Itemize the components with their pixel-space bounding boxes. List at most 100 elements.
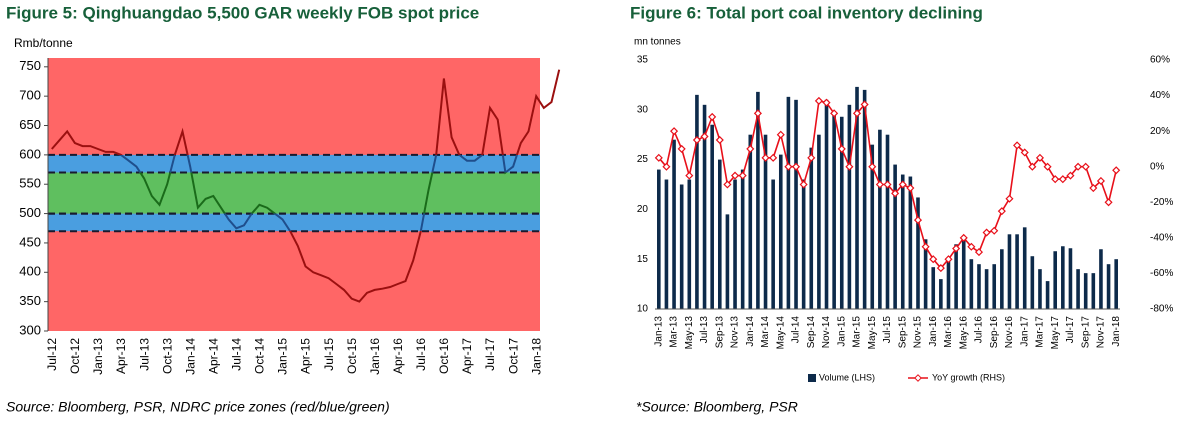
yoy-marker [898,180,907,189]
yoy-marker [982,228,991,237]
bar [832,114,836,309]
yoy-marker [990,226,999,235]
x-tick-label: Jan-18 [1111,316,1122,347]
bar [931,267,936,309]
bar [657,169,661,309]
yoy-marker [852,109,862,118]
yoy-marker [929,255,938,264]
x-tick-label: Sep-14 [806,316,817,349]
x-tick-label: Jan-13 [91,338,105,375]
x-tick-label: Jan-14 [183,338,197,375]
x-tick-label: Oct-14 [253,338,267,374]
source: *Source: Bloomberg, PSR [636,399,798,415]
x-tick-label: Jan-18 [529,338,543,375]
bar [885,134,890,309]
x-tick-label: Apr-15 [299,338,313,374]
x-tick-label: Jul-13 [699,316,710,344]
bar [756,91,760,309]
bar [1076,269,1080,309]
bar [1038,269,1042,309]
y-tick-label: 300 [19,322,41,337]
x-tick-label: Jan-13 [653,316,664,347]
x-tick-label: Jul-15 [882,316,893,344]
yoy-marker [1005,194,1014,203]
yoy-marker [738,171,747,180]
yoy-marker [921,242,930,251]
yoy-marker [868,162,877,171]
x-tick-label: Apr-16 [391,338,405,374]
yoy-marker [952,244,961,253]
bar [1053,251,1058,309]
yoy-marker [1081,162,1090,171]
x-tick-label: Jan-17 [1019,316,1030,347]
bar [923,239,928,309]
bar [748,134,753,309]
bar [824,99,829,309]
yoy-marker [761,153,770,162]
x-tick-label: Nov-16 [1004,316,1015,349]
price-zone [48,172,540,214]
bar [702,104,707,309]
x-tick-label: May-15 [867,316,878,350]
x-tick-label: Mar-17 [1035,316,1046,348]
y-tick-label: 650 [19,117,41,132]
x-tick-label: Mar-13 [669,316,680,348]
yoy-marker [959,233,968,242]
x-tick-label: Jul-16 [974,316,985,344]
x-tick-label: Oct-16 [437,338,451,374]
bar [1083,273,1088,309]
bar [908,176,913,309]
x-tick-label: Nov-14 [821,316,832,349]
bar [679,184,684,309]
x-tick-label: Jul-15 [322,338,336,371]
bar [710,124,714,310]
y2-tick-label: -60% [1150,268,1173,279]
bar [786,96,791,310]
bar [771,179,775,309]
x-tick-label: Jul-14 [791,316,802,344]
yoy-marker [944,255,953,264]
yoy-marker [807,153,816,162]
legend-label: Volume (LHS) [819,372,875,382]
yoy-marker [723,180,732,189]
y-tick-label: 400 [19,264,41,279]
yoy-marker [837,144,846,153]
y-tick-label: 25 [637,154,649,165]
y2-tick-label: 0% [1150,161,1165,172]
y2-tick-label: 20% [1150,126,1170,137]
yoy-marker [1096,176,1105,185]
yoy-marker [875,180,884,189]
bar [839,116,844,309]
bar [939,279,943,309]
yoy-marker [1066,171,1075,180]
yoy-marker [1043,162,1052,171]
x-tick-label: Nov-15 [913,316,924,349]
y-tick-label: 35 [637,55,649,66]
price-zone [48,154,540,173]
yoy-marker [708,112,717,121]
x-tick-label: Jul-13 [137,338,151,371]
x-tick-label: May-14 [775,316,786,350]
x-tick-label: Apr-13 [114,338,128,374]
bar [1000,249,1004,309]
x-tick-label: Jul-16 [414,338,428,371]
x-tick-label: May-13 [684,316,695,350]
bar [878,129,882,309]
bar [977,264,981,309]
bar [664,179,669,309]
price-zone [48,213,540,232]
bar [870,144,875,309]
x-tick-label: Jul-14 [230,338,244,371]
yoy-marker [670,127,679,136]
bar [1106,264,1111,309]
x-tick-label: Mar-16 [943,316,954,348]
yoy-marker [1112,166,1121,175]
yoy-marker [1028,162,1037,171]
yoy-marker [1089,184,1098,193]
bar [1061,246,1065,309]
x-tick-label: Apr-14 [206,338,220,374]
yoy-marker [1013,141,1022,150]
yoy-marker [776,130,785,139]
yoy-marker [1051,175,1060,184]
